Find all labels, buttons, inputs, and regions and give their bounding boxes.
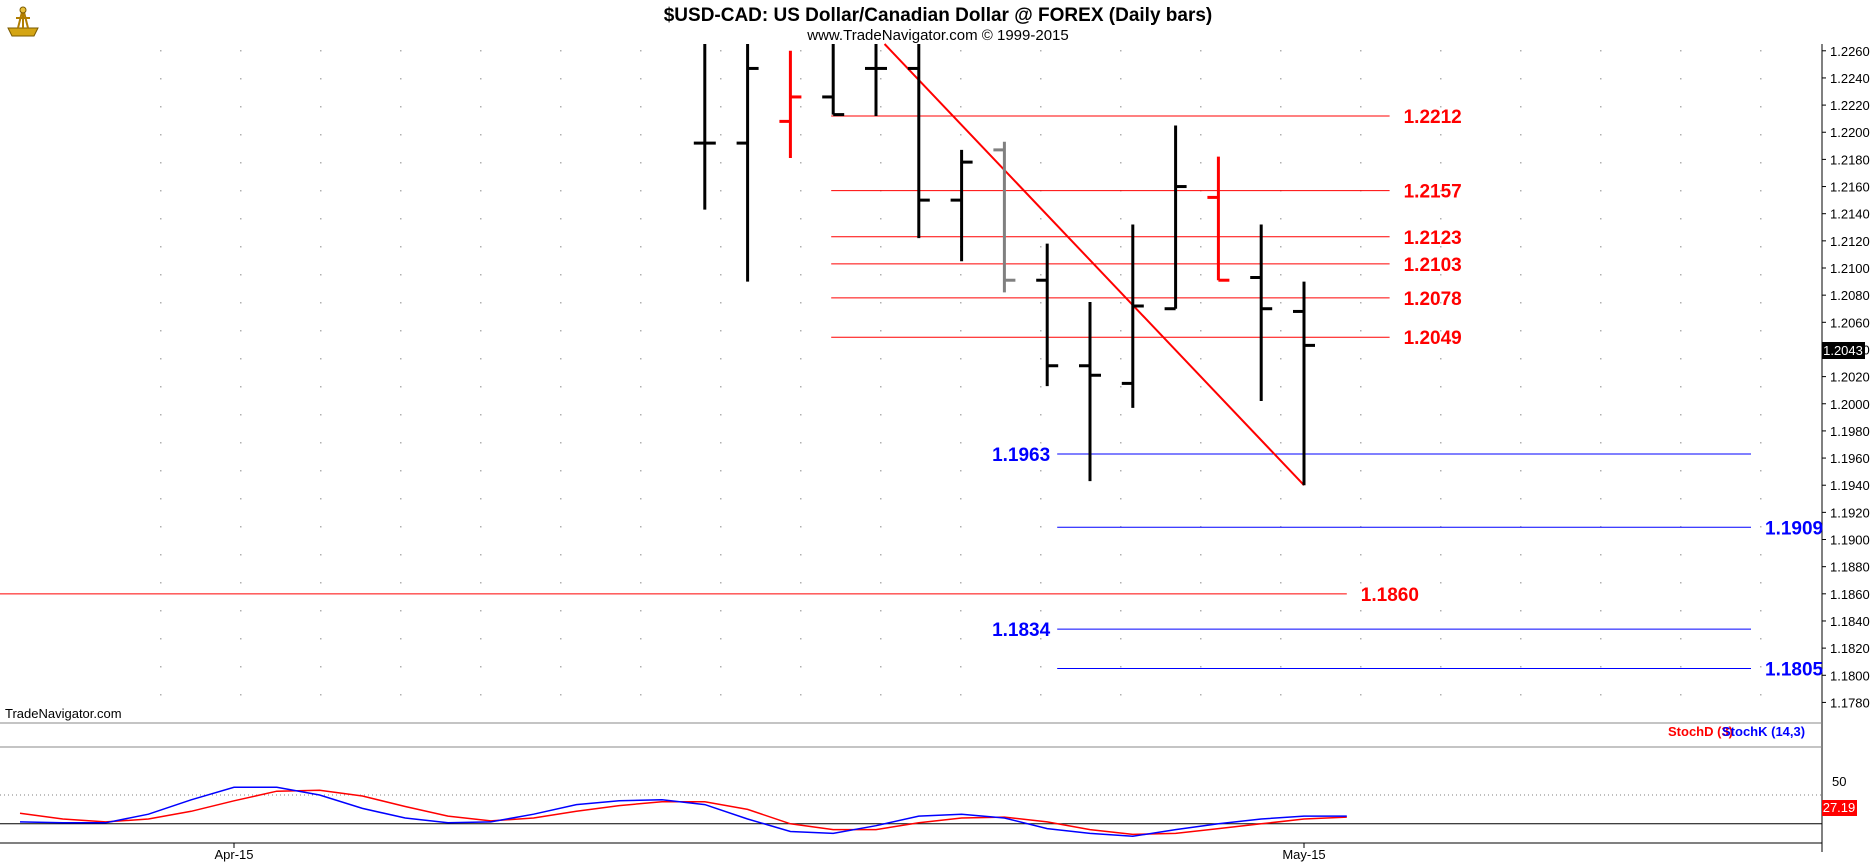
price-tick-label: 1.2220 xyxy=(1830,98,1870,113)
stochk-line xyxy=(19,786,1347,838)
stoch-tick-label: 50 xyxy=(1832,774,1846,789)
levels: 1.2212 1.2157 1.2123 1.2103 1.2078 1.2049 1.18… xyxy=(0,107,1824,680)
stochastic-panel xyxy=(0,786,1822,838)
ohlc-bar xyxy=(822,44,845,117)
ohlc-bar xyxy=(865,44,887,116)
trendline xyxy=(883,43,1305,486)
ohlc-bar xyxy=(693,44,716,210)
ohlc-bar xyxy=(1293,281,1315,486)
price-tick-label: 1.1840 xyxy=(1830,614,1870,629)
support-label: 1.1805 xyxy=(1765,659,1824,680)
price-tick-label: 1.2100 xyxy=(1830,261,1870,276)
price-tick-label: 1.2200 xyxy=(1830,125,1870,140)
ohlc-bar xyxy=(736,44,759,282)
ohlc-bar xyxy=(1121,224,1144,408)
date-tick-label: May-15 xyxy=(1282,847,1325,862)
date-tick-label: Apr-15 xyxy=(214,847,253,862)
watermark: TradeNavigator.com xyxy=(5,706,122,721)
price-tick-label: 1.1940 xyxy=(1830,478,1870,493)
price-tick-label: 1.2020 xyxy=(1830,370,1870,385)
tradenavigator-logo-icon xyxy=(7,6,39,37)
price-tick-label: 1.2080 xyxy=(1830,288,1870,303)
price-bars xyxy=(693,44,1315,486)
chart-title: $USD-CAD: US Dollar/Canadian Dollar @ FO… xyxy=(664,5,1213,26)
legend-stochd: StochD (3) xyxy=(1668,724,1733,739)
support-label: 1.1909 xyxy=(1765,518,1823,539)
resistance-label: 1.2078 xyxy=(1404,289,1462,310)
support-label: 1.1963 xyxy=(992,445,1050,466)
price-tick-label: 1.2180 xyxy=(1830,152,1870,167)
resistance-label: 1.2212 xyxy=(1404,107,1462,128)
price-tick-label: 1.2140 xyxy=(1830,207,1870,222)
ohlc-bar xyxy=(950,149,973,262)
price-tick-label: 1.1920 xyxy=(1830,505,1870,520)
ohlc-bar xyxy=(1036,243,1059,387)
support-label: 1.1834 xyxy=(992,620,1051,641)
price-tick-label: 1.1900 xyxy=(1830,533,1870,548)
price-tick-label: 1.2260 xyxy=(1830,44,1870,59)
ohlc-bar xyxy=(907,44,930,239)
ohlc-bar xyxy=(1250,224,1273,402)
price-tick-label: 1.2240 xyxy=(1830,71,1870,86)
ohlc-bar xyxy=(1207,156,1230,282)
date-axis: Apr-15 May-15 xyxy=(214,843,1326,862)
resistance-label: 1.2103 xyxy=(1404,255,1462,276)
price-tick-label: 1.1800 xyxy=(1830,668,1870,683)
stoch-last-label: 27.19 xyxy=(1823,800,1856,815)
price-tick-label: 1.2120 xyxy=(1830,234,1870,249)
last-price-marker xyxy=(1822,342,1865,359)
price-tick-label: 1.1780 xyxy=(1830,695,1870,710)
ohlc-bar xyxy=(993,141,1016,293)
stoch-last-marker xyxy=(1822,800,1857,816)
resistance-label: 1.2123 xyxy=(1404,228,1462,249)
ohlc-bar xyxy=(779,50,802,159)
price-tick-label: 1.1820 xyxy=(1830,641,1870,656)
ohlc-bar xyxy=(1079,301,1101,482)
price-tick-label: 1.1880 xyxy=(1830,560,1870,575)
trendline-group xyxy=(883,43,1305,486)
chart-subtitle: www.TradeNavigator.com © 1999-2015 xyxy=(806,27,1068,44)
resistance-label: 1.2157 xyxy=(1404,182,1462,203)
resistance-label: 1.2049 xyxy=(1404,328,1462,349)
price-tick-label: 1.1860 xyxy=(1830,587,1870,602)
ohlc-bar xyxy=(1164,125,1187,311)
price-tick-label: 1.2060 xyxy=(1830,315,1870,330)
price-axis: 1.2260 1.2240 1.2220 1.2200 1.2180 1.2160 1.21… xyxy=(1822,44,1870,710)
price-tick-label: 1.2000 xyxy=(1830,397,1870,412)
last-price-label: 1.2043 xyxy=(1823,343,1863,358)
price-tick-label: 1.1980 xyxy=(1830,424,1870,439)
legend-stochk: StochK (14,3) xyxy=(1722,724,1805,739)
price-tick-label: 1.1960 xyxy=(1830,451,1870,466)
price-tick-label: 1.2160 xyxy=(1830,180,1870,195)
resistance-label: 1.1860 xyxy=(1361,585,1419,606)
